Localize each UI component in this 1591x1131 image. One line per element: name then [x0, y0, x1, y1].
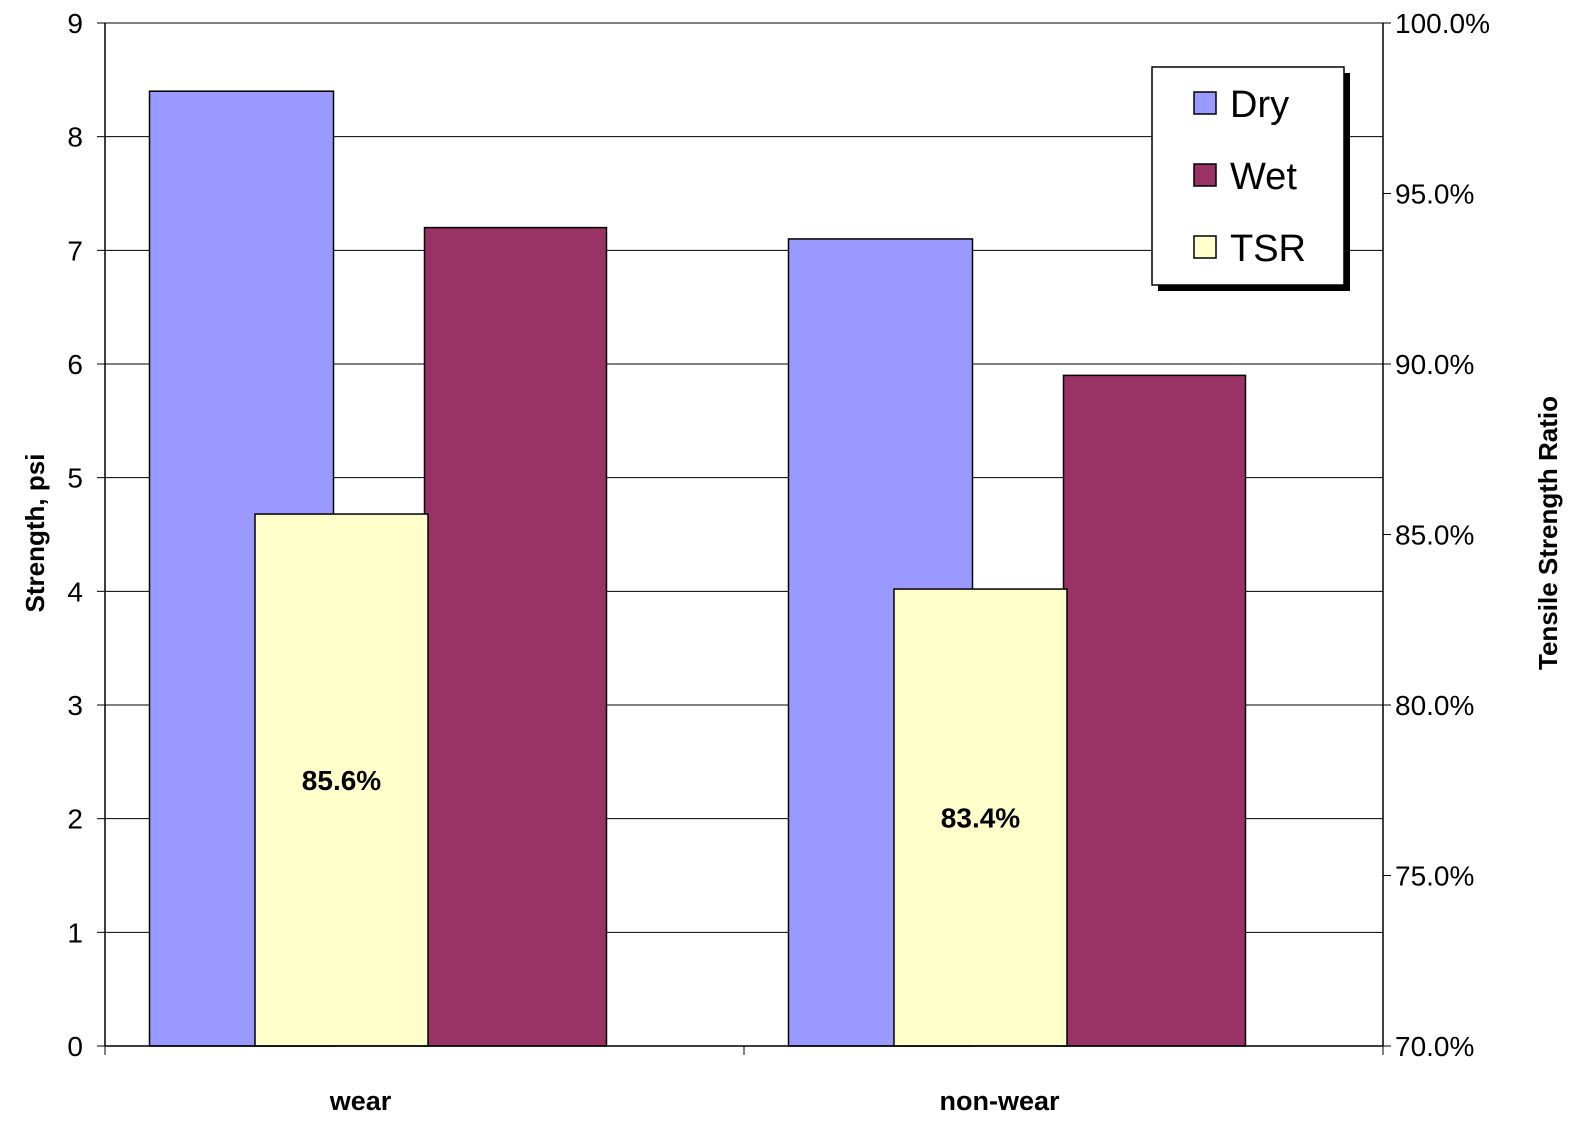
- y-tick-label-right: 100.0%: [1395, 8, 1490, 39]
- y-tick-label-left: 0: [67, 1031, 83, 1062]
- y-tick-label-left: 6: [67, 349, 83, 380]
- y-tick-label-right: 90.0%: [1395, 349, 1474, 380]
- y-tick-label-right: 70.0%: [1395, 1031, 1474, 1062]
- legend-swatch: [1193, 91, 1217, 115]
- y-tick-label-right: 80.0%: [1395, 690, 1474, 721]
- tick-labels: 0 1 2 3 4 5 6 7 8 9 70.0% 75.0% 80.0% 85.0% 90.0% 95.0%…: [67, 8, 1490, 1116]
- legend-box: [1151, 66, 1345, 286]
- y-tick-label-left: 1: [67, 917, 83, 948]
- y-axis-title-left: Strength, psi: [20, 454, 50, 613]
- y-tick-label-right: 95.0%: [1395, 179, 1474, 210]
- legend-label: Dry: [1230, 84, 1289, 126]
- x-category-label: wear: [329, 1086, 392, 1116]
- axes: [97, 22, 1391, 1055]
- data-label-tsr: 83.4%: [941, 803, 1020, 834]
- bar-wet: [1062, 374, 1247, 1047]
- y-tick-label-right: 85.0%: [1395, 520, 1474, 551]
- y-tick-label-left: 9: [67, 8, 83, 39]
- bars: [148, 90, 1247, 1047]
- y-tick-label-left: 4: [67, 576, 83, 607]
- y-tick-label-left: 5: [67, 463, 83, 494]
- bar-wet: [423, 226, 608, 1047]
- legend: Dry Wet TSR: [1151, 66, 1350, 291]
- y-tick-label-left: 7: [67, 235, 83, 266]
- legend-swatch: [1193, 163, 1217, 187]
- legend-label: TSR: [1230, 228, 1306, 270]
- y-axis-title-right: Tensile Strength Ratio: [1533, 396, 1563, 670]
- y-tick-label-right: 75.0%: [1395, 861, 1474, 892]
- y-tick-label-left: 8: [67, 122, 83, 153]
- legend-swatch: [1193, 235, 1217, 259]
- x-category-label: non-wear: [939, 1086, 1060, 1116]
- bar-tsr: [254, 513, 429, 1047]
- y-tick-label-left: 3: [67, 690, 83, 721]
- data-label-tsr: 85.6%: [302, 765, 381, 796]
- y-tick-label-left: 2: [67, 804, 83, 835]
- legend-label: Wet: [1230, 156, 1297, 198]
